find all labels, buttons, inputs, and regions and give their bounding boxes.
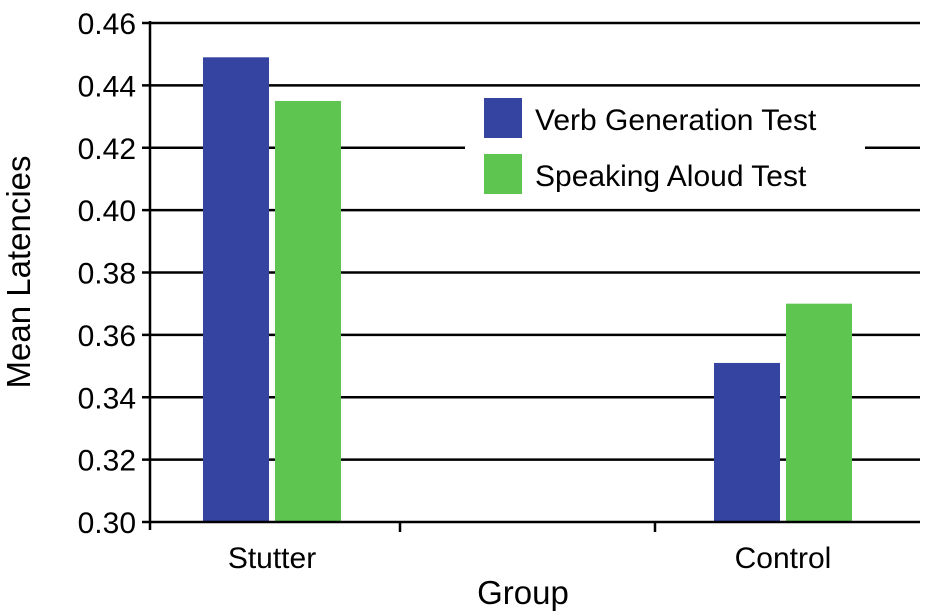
bars — [203, 57, 852, 523]
legend-label: Verb Generation Test — [535, 104, 817, 137]
y-tick-label: 0.30 — [78, 507, 136, 540]
y-tick-label: 0.34 — [78, 382, 136, 415]
y-tick-labels: 0.30 0.32 0.34 0.36 0.38 0.40 0.42 0.44 0.46 — [78, 8, 150, 540]
bar-stutter-speaking-aloud-test — [275, 100, 341, 522]
y-tick-label: 0.36 — [78, 320, 136, 353]
y-tick-label: 0.38 — [78, 258, 136, 291]
bar-stutter-verb-generation-test — [203, 57, 269, 523]
y-tick-label: 0.42 — [78, 133, 136, 166]
x-axis-title: Group — [477, 574, 569, 611]
legend: Verb Generation Test Speaking Aloud Test — [465, 92, 865, 204]
x-tick-label-stutter: Stutter — [228, 542, 316, 575]
legend-background — [465, 92, 865, 204]
y-tick-label: 0.32 — [78, 445, 136, 478]
legend-swatch-verb-generation-test — [484, 98, 522, 138]
y-tick-label: 0.46 — [78, 8, 136, 41]
x-tick-label-control: Control — [735, 542, 832, 575]
legend-swatch-speaking-aloud-test — [484, 154, 522, 194]
bar-control-verb-generation-test — [714, 362, 780, 522]
bar-control-speaking-aloud-test — [786, 303, 852, 522]
x-tick-labels: Stutter Control — [228, 522, 832, 575]
legend-label: Speaking Aloud Test — [535, 160, 807, 193]
y-axis-title: Mean Latencies — [0, 156, 37, 389]
axes — [148, 21, 920, 530]
y-tick-label: 0.40 — [78, 195, 136, 228]
y-tick-label: 0.44 — [78, 70, 136, 103]
